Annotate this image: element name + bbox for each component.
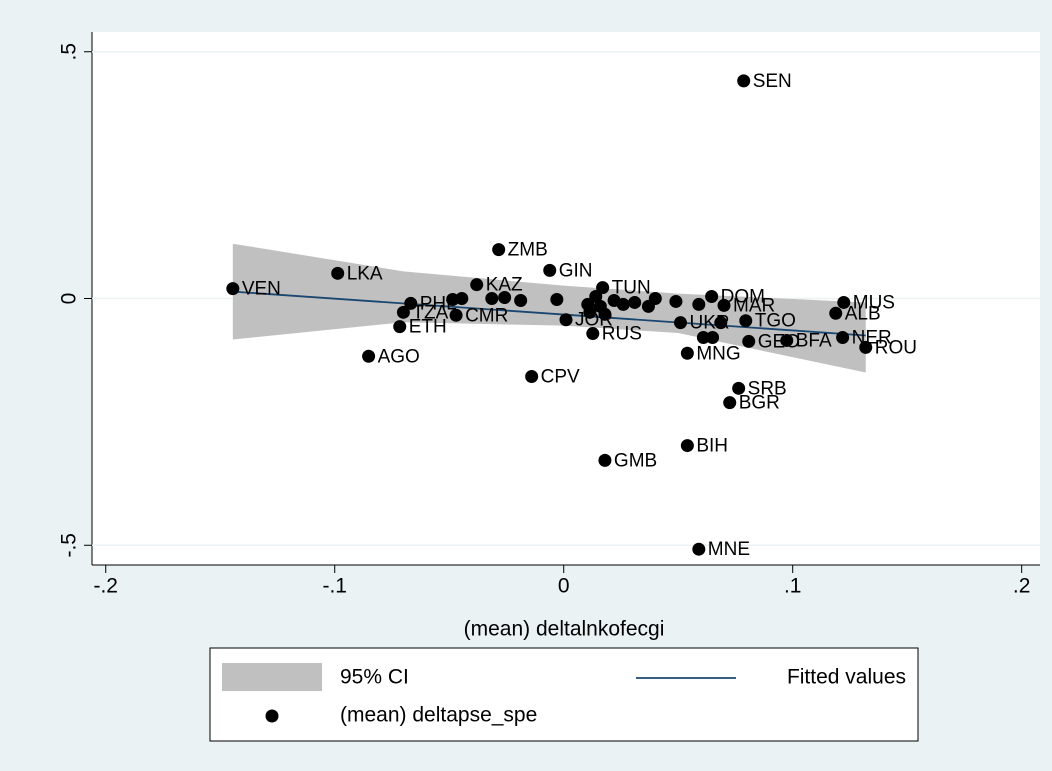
point <box>498 291 512 305</box>
point <box>455 292 469 305</box>
point-label: NER <box>852 328 892 349</box>
point <box>673 316 687 330</box>
point <box>706 330 720 344</box>
point-label: UKR <box>689 313 729 334</box>
point <box>732 381 746 395</box>
fit-line <box>232 290 866 337</box>
point-label: GMB <box>614 450 657 471</box>
point-label: BIH <box>696 436 728 457</box>
ci-band <box>232 243 866 373</box>
point-label: CMR <box>465 305 508 326</box>
point-label: VEN <box>242 279 281 300</box>
point <box>470 278 484 292</box>
y-tick-label: -.5 <box>58 533 81 558</box>
point-label: ROU <box>875 337 917 358</box>
point-label: MUS <box>853 292 895 313</box>
x-tick-label: .1 <box>784 575 802 598</box>
x-tick-label: 0 <box>558 575 570 598</box>
point <box>598 307 612 321</box>
point <box>525 369 539 383</box>
point <box>589 290 603 304</box>
point-label: ALB <box>845 303 881 324</box>
point <box>692 542 706 556</box>
point <box>680 439 694 453</box>
point <box>742 334 756 348</box>
point-label: KAZ <box>486 275 523 296</box>
point <box>669 294 683 308</box>
point-label: SEN <box>753 71 792 92</box>
point-label: JOR <box>575 310 613 331</box>
point-label: MNE <box>708 539 750 560</box>
point <box>586 327 600 341</box>
point-label: AGO <box>378 346 420 367</box>
point <box>550 292 564 306</box>
point <box>692 297 706 311</box>
point-label: TGO <box>755 311 796 332</box>
point <box>583 305 597 319</box>
point-label: ETH <box>409 317 447 338</box>
point-label: RUS <box>602 324 642 345</box>
point <box>859 340 873 354</box>
point-label: LKA <box>347 263 383 284</box>
point <box>331 266 345 280</box>
point <box>514 293 528 307</box>
legend-ci-swatch <box>222 663 322 691</box>
point-label: CPV <box>541 366 580 387</box>
point-label: GEO <box>758 331 800 352</box>
point <box>739 314 753 328</box>
x-axis-title: (mean) deltalnkofecgi <box>464 618 665 641</box>
point-label: GIN <box>559 260 593 281</box>
legend-label: Fitted values <box>787 666 906 689</box>
point <box>714 316 728 330</box>
point <box>396 305 410 319</box>
point-label: SRB <box>748 378 787 399</box>
point <box>829 306 843 320</box>
point <box>485 292 499 305</box>
point-label: TUN <box>612 278 651 299</box>
point-label: TZA <box>412 302 448 323</box>
x-tick-label: -.2 <box>93 575 118 598</box>
point <box>717 298 731 312</box>
point <box>492 243 506 257</box>
point-label: ZMB <box>508 240 548 261</box>
point-label: DOM <box>721 287 765 308</box>
point <box>648 292 662 305</box>
x-tick-label: -.1 <box>322 575 347 598</box>
legend-label: (mean) deltapse_spe <box>340 704 537 727</box>
x-tick-label: .2 <box>1013 575 1031 598</box>
point <box>696 330 710 344</box>
point <box>705 290 719 304</box>
point <box>780 333 794 347</box>
point <box>559 313 573 327</box>
y-tick-label: 0 <box>58 293 81 305</box>
legend-label: 95% CI <box>340 666 409 689</box>
y-tick-label: .5 <box>58 43 81 61</box>
point <box>362 349 376 363</box>
point-label: MAR <box>733 295 775 316</box>
point-label: PHL <box>420 293 457 314</box>
point <box>226 282 240 296</box>
point <box>737 74 751 88</box>
point <box>628 295 642 309</box>
point <box>449 308 463 322</box>
point <box>836 330 850 344</box>
point <box>837 295 851 309</box>
legend <box>209 647 919 742</box>
point <box>680 346 694 360</box>
point <box>598 453 612 467</box>
point <box>616 297 630 311</box>
point <box>393 320 407 334</box>
point-label: MNG <box>696 343 740 364</box>
point-label: BFA <box>796 330 832 351</box>
legend-point-swatch <box>265 709 279 723</box>
point <box>404 296 418 310</box>
point <box>543 263 557 277</box>
point <box>723 396 737 410</box>
point <box>596 281 610 295</box>
point-label: BGR <box>739 393 780 414</box>
